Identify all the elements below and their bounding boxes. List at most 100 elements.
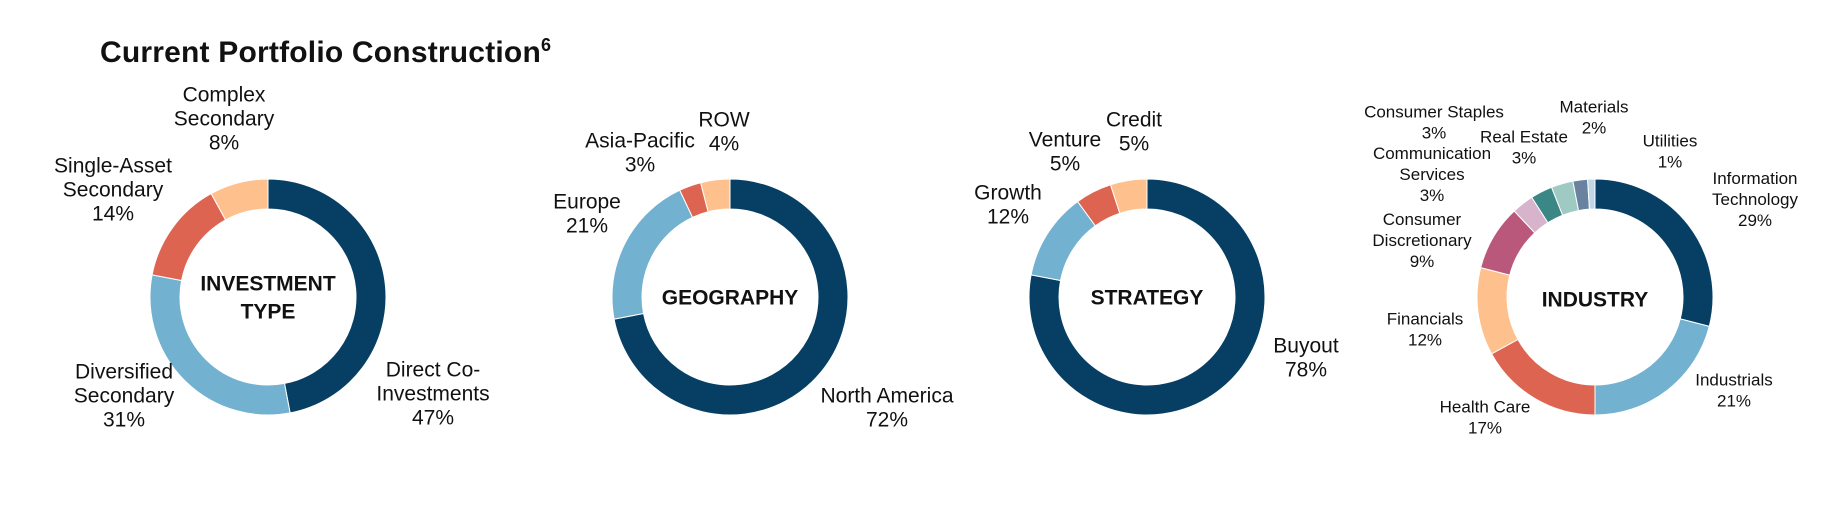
slice-single-asset-secondary	[151, 192, 227, 282]
center-label-line: STRATEGY	[1091, 286, 1204, 309]
slice-label-real-estate: Real Estate 3%	[1480, 127, 1568, 167]
slice-utilities	[1587, 178, 1596, 210]
slice-value: 5%	[1050, 152, 1080, 175]
slice-label-communication-services: Communication Services 3%	[1373, 144, 1491, 205]
slice-value: 4%	[709, 132, 739, 155]
slice-value: 2%	[1582, 118, 1607, 137]
slice-value: 3%	[1420, 186, 1445, 205]
slice-name: Utilities	[1643, 131, 1698, 150]
slice-name: Real Estate	[1480, 127, 1568, 146]
slice-label-buyout: Buyout 78%	[1273, 334, 1339, 381]
slice-label-europe: Europe 21%	[553, 190, 621, 237]
donut-geography: North America 72%Europe 21%Asia-Pacific 3%R…	[553, 108, 954, 431]
slice-name: Industrials	[1695, 370, 1772, 389]
slice-value: 47%	[412, 406, 454, 429]
slice-label-industrials: Industrials 21%	[1695, 370, 1772, 410]
slice-name: Consumer	[1383, 210, 1462, 229]
center-label-line: GEOGRAPHY	[662, 286, 799, 309]
center-label-line: INDUSTRY	[1542, 288, 1649, 311]
donut-strategy: Buyout 78%Growth 12%Venture 5%Credit 5%STRAT…	[974, 108, 1339, 416]
slice-label-direct-co-investments: Direct Co-Investments 47%	[376, 358, 489, 429]
slice-name: Secondary	[74, 384, 175, 407]
slice-name: Consumer Staples	[1364, 103, 1504, 122]
slice-label-health-care: Health Care 17%	[1440, 397, 1531, 437]
slice-value: 3%	[625, 153, 655, 176]
slice-label-materials: Materials 2%	[1560, 98, 1629, 138]
slice-name: Secondary	[63, 178, 164, 201]
page-title: Current Portfolio Construction6	[100, 36, 551, 70]
slice-value: 17%	[1468, 418, 1502, 437]
slice-name: Complex	[183, 83, 266, 106]
slice-name: Asia-Pacific	[585, 129, 695, 152]
slice-name: Services	[1399, 165, 1464, 184]
center-label-line: TYPE	[241, 300, 296, 323]
title-footnote: 6	[540, 35, 552, 55]
slice-value: 8%	[209, 131, 239, 154]
slice-value: 5%	[1119, 132, 1149, 155]
slice-value: 9%	[1410, 252, 1435, 271]
slice-buyout	[1028, 178, 1266, 416]
slice-label-asia-pacific: Asia-Pacific 3%	[585, 129, 695, 176]
slice-complex-secondary	[210, 178, 269, 221]
slice-label-financials: Financials 12%	[1387, 309, 1464, 349]
slice-name: Secondary	[174, 107, 275, 130]
slice-value: 1%	[1658, 152, 1683, 171]
slice-name: Single-Asset	[54, 154, 172, 177]
center-label-line: INVESTMENT	[200, 272, 336, 295]
slice-label-credit: Credit 5%	[1106, 108, 1162, 155]
slice-name: Materials	[1560, 98, 1629, 117]
slice-label-venture: Venture 5%	[1029, 128, 1101, 175]
slice-value: 21%	[1717, 391, 1751, 410]
slice-industrials	[1594, 318, 1710, 416]
slice-value: 3%	[1512, 148, 1537, 167]
slice-label-utilities: Utilities 1%	[1643, 131, 1698, 171]
slice-label-growth: Growth 12%	[974, 181, 1042, 228]
slice-direct-co-investments	[267, 178, 387, 414]
slice-name: Diversified	[75, 360, 173, 383]
slice-label-diversified-secondary: Diversified Secondary 31%	[74, 360, 175, 431]
slice-name: ROW	[698, 108, 750, 131]
center-label-geography: GEOGRAPHY	[662, 286, 799, 309]
slice-name: Direct Co-	[386, 358, 481, 381]
slice-name: North America	[820, 384, 953, 407]
donut-investment-type: Direct Co-Investments 47%Diversified Secon…	[54, 83, 490, 431]
slice-name: Investments	[376, 382, 489, 405]
slice-credit	[1109, 178, 1148, 214]
slice-name: Venture	[1029, 128, 1101, 151]
slice-value: 12%	[1408, 330, 1442, 349]
slice-name: Health Care	[1440, 397, 1531, 416]
slice-label-north-america: North America 72%	[820, 384, 953, 431]
slice-name: Information	[1712, 169, 1797, 188]
slice-name: Growth	[974, 181, 1042, 204]
slice-name: Discretionary	[1372, 231, 1472, 250]
slice-label-information-technology: Information Technology 29%	[1712, 169, 1799, 230]
slice-value: 21%	[566, 214, 608, 237]
slice-north-america	[613, 178, 849, 416]
slice-name: Financials	[1387, 309, 1464, 328]
slice-value: 31%	[103, 408, 145, 431]
slice-value: 29%	[1738, 211, 1772, 230]
slice-financials	[1476, 267, 1519, 355]
slice-value: 3%	[1422, 123, 1447, 142]
slice-value: 12%	[987, 205, 1029, 228]
slice-row	[700, 178, 731, 213]
slice-name: Buyout	[1273, 334, 1339, 357]
slice-label-single-asset-secondary: Single-Asset Secondary 14%	[54, 154, 172, 225]
slice-value: 72%	[866, 408, 908, 431]
slice-label-consumer-discretionary: Consumer Discretionary 9%	[1372, 210, 1472, 271]
slice-name: Technology	[1712, 190, 1799, 209]
center-label-industry: INDUSTRY	[1542, 288, 1649, 311]
slice-label-consumer-staples: Consumer Staples 3%	[1364, 103, 1504, 143]
slice-name: Credit	[1106, 108, 1162, 131]
slice-name: Europe	[553, 190, 621, 213]
page-title-text: Current Portfolio Construction	[100, 36, 541, 69]
slice-name: Communication	[1373, 144, 1491, 163]
center-label-strategy: STRATEGY	[1091, 286, 1204, 309]
slice-label-complex-secondary: Complex Secondary 8%	[174, 83, 275, 154]
slice-value: 78%	[1285, 358, 1327, 381]
slice-label-row: ROW 4%	[698, 108, 750, 155]
center-label-investment-type: INVESTMENT TYPE	[200, 272, 336, 323]
slice-value: 14%	[92, 202, 134, 225]
donut-industry: Information Technology 29% Industrials 21% He…	[1364, 98, 1798, 438]
